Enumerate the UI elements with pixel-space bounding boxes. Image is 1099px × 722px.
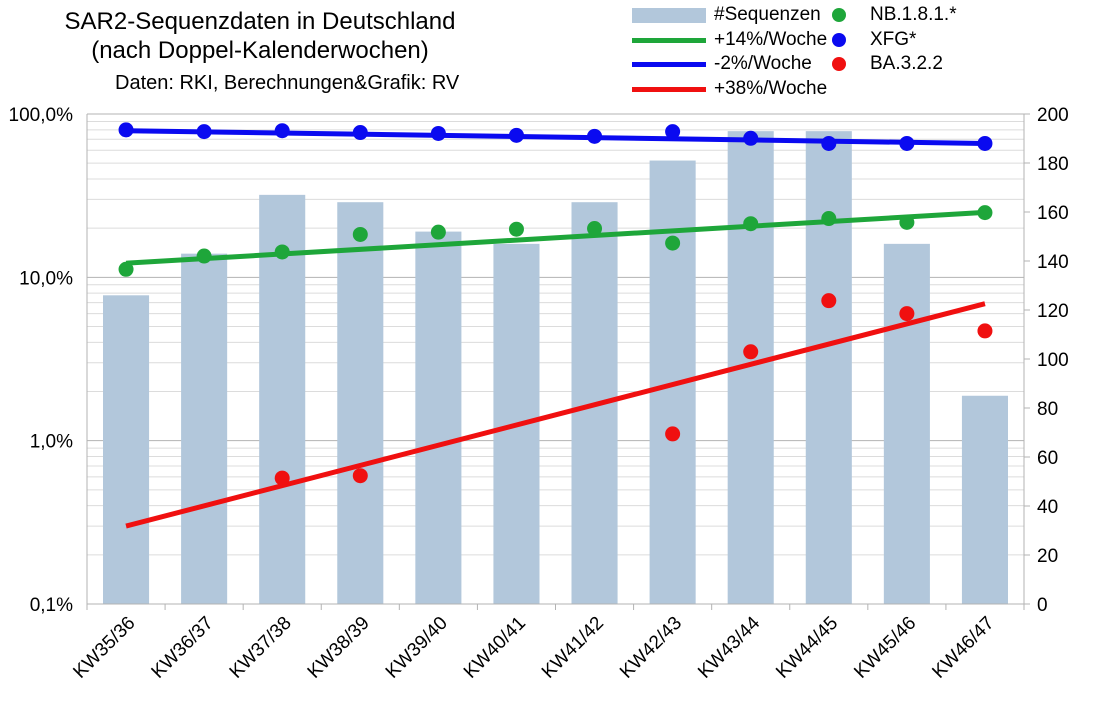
point-blue [508, 127, 524, 143]
point-blue [430, 125, 446, 141]
right-tick-label: 40 [1037, 497, 1058, 518]
legend-dots-blue: XFG* [832, 29, 916, 51]
point-green [430, 224, 446, 240]
legend-dots-red-swatch [832, 57, 846, 71]
x-tick-label: KW44/45 [772, 613, 842, 683]
x-tick-label: KW41/42 [538, 613, 608, 683]
right-tick-label: 180 [1037, 154, 1069, 175]
bar-sequenzen [415, 231, 462, 604]
left-tick-label: 1,0% [30, 432, 73, 453]
point-green [743, 216, 759, 232]
point-green [352, 226, 368, 242]
bar-sequenzen [805, 131, 852, 604]
point-blue [821, 135, 837, 151]
legend-trend-green-label: +14%/Woche [714, 29, 828, 50]
legend-bars: #Sequenzen [632, 4, 821, 26]
right-tick-label: 140 [1037, 252, 1069, 273]
legend-dots-red-label: BA.3.2.2 [870, 53, 943, 74]
legend-bars-label: #Sequenzen [714, 4, 821, 25]
x-tick-label: KW40/41 [460, 613, 530, 683]
point-blue [899, 135, 915, 151]
legend-dots-red: BA.3.2.2 [832, 53, 943, 75]
point-red [977, 323, 993, 339]
legend-trend-blue-label: -2%/Woche [714, 53, 812, 74]
legend-dots-blue-label: XFG* [870, 29, 917, 50]
legend-trend-green: +14%/Woche [632, 29, 827, 51]
right-tick-label: 100 [1037, 350, 1069, 371]
trend-line-red [125, 301, 986, 529]
x-tick-label: KW37/38 [226, 613, 296, 683]
x-tick-label: KW43/44 [694, 612, 764, 682]
legend-trend-red-swatch [632, 86, 706, 92]
legend-bars-swatch [632, 7, 706, 23]
chart-subtitle: (nach Doppel-Kalenderwochen) [91, 37, 429, 64]
trend-line-green [125, 209, 986, 266]
point-green [899, 214, 915, 230]
point-red [743, 344, 759, 360]
point-blue [587, 128, 603, 144]
bar-sequenzen [103, 295, 150, 604]
bar-sequenzen [961, 395, 1008, 604]
left-tick-label: 10,0% [19, 268, 73, 289]
point-red [821, 293, 837, 309]
bar-sequenzen [337, 202, 384, 604]
right-tick-label: 20 [1037, 546, 1058, 567]
legend-trend-blue: -2%/Woche [632, 53, 812, 75]
bar-sequenzen [883, 243, 930, 604]
right-tick-label: 120 [1037, 301, 1069, 322]
legend-trend-red-label: +38%/Woche [714, 78, 828, 99]
right-tick-label: 200 [1037, 105, 1069, 126]
legend-trend-red: +38%/Woche [632, 78, 827, 100]
right-tick-label: 0 [1037, 595, 1048, 616]
right-tick-label: 160 [1037, 203, 1069, 224]
point-blue [118, 122, 134, 138]
bar-sequenzen [259, 194, 306, 604]
point-green [118, 261, 134, 277]
point-blue [665, 124, 681, 140]
point-red [899, 306, 915, 322]
left-tick-label: 0,1% [30, 595, 73, 616]
legend-dots-blue-swatch [832, 33, 846, 47]
x-tick-label: KW46/47 [928, 613, 998, 683]
x-tick-label: KW42/43 [616, 613, 686, 683]
point-green [508, 221, 524, 237]
x-tick-label: KW45/46 [850, 613, 920, 683]
point-green [977, 205, 993, 221]
chart-title: SAR2-Sequenzdaten in Deutschland [64, 8, 456, 35]
point-green [196, 248, 212, 264]
right-tick-label: 60 [1037, 448, 1058, 469]
legend-dots-green-label: NB.1.8.1.* [870, 4, 957, 25]
point-blue [352, 125, 368, 141]
chart-source: Daten: RKI, Berechnungen&Grafik: RV [115, 72, 460, 94]
trend-line-blue [126, 128, 985, 146]
point-red [352, 468, 368, 484]
legend-trend-blue-swatch [632, 61, 706, 67]
point-green [665, 235, 681, 251]
left-tick-label: 100,0% [9, 105, 74, 126]
legend-dots-green-swatch [832, 8, 846, 22]
right-tick-label: 80 [1037, 399, 1058, 420]
point-red [274, 470, 290, 486]
x-tick-label: KW39/40 [382, 613, 452, 683]
point-blue [274, 123, 290, 139]
x-tick-label: KW38/39 [304, 613, 374, 683]
bar-sequenzen [181, 253, 228, 604]
legend-trend-green-swatch [632, 37, 706, 43]
point-blue [977, 135, 993, 151]
point-red [665, 426, 681, 442]
point-green [587, 221, 603, 237]
x-tick-label: KW35/36 [69, 613, 139, 683]
point-blue [196, 124, 212, 140]
point-blue [743, 130, 759, 146]
legend-dots-green: NB.1.8.1.* [832, 4, 957, 26]
x-tick-label: KW36/37 [148, 613, 218, 683]
point-green [274, 244, 290, 260]
point-green [821, 211, 837, 227]
